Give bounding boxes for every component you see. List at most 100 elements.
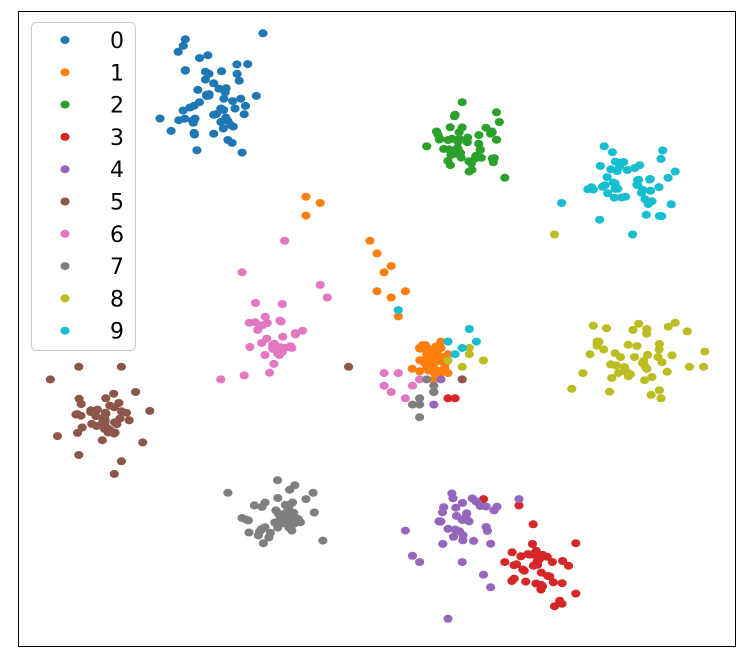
data-point-series-7 <box>244 528 254 537</box>
data-point-series-7 <box>242 515 252 524</box>
data-point-series-3 <box>523 550 533 559</box>
data-point-series-8 <box>578 369 588 378</box>
data-point-series-0 <box>217 67 227 76</box>
data-point-series-0 <box>200 75 210 84</box>
data-point-series-0 <box>174 116 184 125</box>
data-point-series-2 <box>457 98 467 107</box>
data-point-series-1 <box>431 357 441 366</box>
data-point-series-7 <box>407 400 418 409</box>
data-point-series-3 <box>558 557 568 565</box>
data-point-series-0 <box>227 138 237 147</box>
data-point-series-9 <box>464 325 474 333</box>
data-point-series-9 <box>450 350 460 359</box>
data-point-series-6 <box>250 299 261 307</box>
data-point-series-3 <box>450 394 460 403</box>
data-point-series-1 <box>315 199 325 207</box>
data-point-series-3 <box>528 520 538 529</box>
data-point-series-6 <box>265 368 275 377</box>
data-point-series-3 <box>536 580 547 589</box>
data-point-series-8 <box>585 350 595 359</box>
data-point-series-4 <box>481 523 491 531</box>
legend-marker-1 <box>60 68 70 77</box>
data-point-series-7 <box>273 476 283 485</box>
data-point-series-3 <box>557 579 567 588</box>
data-point-series-3 <box>509 561 519 570</box>
data-point-series-5 <box>92 405 102 414</box>
data-point-series-1 <box>400 287 410 296</box>
data-point-series-1 <box>407 364 417 373</box>
data-point-series-1 <box>431 342 441 351</box>
data-point-series-0 <box>219 94 229 103</box>
data-point-series-9 <box>613 184 623 193</box>
data-point-series-8 <box>640 376 650 385</box>
data-point-series-6 <box>277 300 287 309</box>
data-point-series-6 <box>275 316 285 325</box>
data-point-series-6 <box>379 369 389 378</box>
data-point-series-0 <box>220 88 230 97</box>
legend: 0 1 2 3 4 5 6 7 8 9 <box>31 22 136 351</box>
data-point-series-9 <box>606 165 616 174</box>
data-point-series-5 <box>97 436 107 445</box>
data-point-series-1 <box>436 366 446 375</box>
data-point-series-5 <box>116 362 126 371</box>
data-point-series-3 <box>532 557 542 566</box>
data-point-series-2 <box>447 134 457 143</box>
legend-marker-4 <box>60 165 70 174</box>
data-point-series-5 <box>131 388 141 396</box>
data-point-series-9 <box>600 181 610 190</box>
data-point-series-6 <box>245 343 255 351</box>
data-point-series-4 <box>443 524 453 533</box>
data-point-series-8 <box>663 322 673 331</box>
data-point-series-0 <box>187 116 197 125</box>
data-point-series-9 <box>607 148 618 157</box>
data-point-series-5 <box>138 438 148 447</box>
data-point-series-1 <box>301 192 311 201</box>
data-point-series-8 <box>643 350 653 359</box>
data-point-series-3 <box>557 599 567 608</box>
data-point-series-8 <box>654 386 665 395</box>
data-point-series-4 <box>448 494 458 503</box>
data-point-series-0 <box>204 91 214 100</box>
data-point-series-0 <box>219 106 229 114</box>
data-point-series-7 <box>289 508 299 517</box>
data-point-series-9 <box>603 189 613 198</box>
data-point-series-5 <box>109 469 119 478</box>
data-point-series-7 <box>273 494 283 502</box>
data-point-series-6 <box>393 369 403 378</box>
data-point-series-0 <box>200 67 211 76</box>
data-point-series-5 <box>344 362 354 371</box>
data-point-series-4 <box>415 558 425 567</box>
data-point-series-7 <box>271 506 281 515</box>
data-point-series-3 <box>549 602 560 611</box>
data-point-series-9 <box>663 173 673 182</box>
data-point-series-8 <box>612 361 622 370</box>
data-point-series-4 <box>436 375 446 384</box>
data-point-series-3 <box>531 546 541 555</box>
data-point-series-3 <box>509 574 519 583</box>
data-point-series-9 <box>658 146 668 155</box>
data-point-series-5 <box>74 451 84 459</box>
data-point-series-5 <box>87 419 97 428</box>
points-layer <box>45 29 710 623</box>
data-point-series-0 <box>193 85 203 94</box>
data-point-series-9 <box>643 200 653 209</box>
data-point-series-6 <box>262 319 272 328</box>
data-point-series-5 <box>145 406 155 415</box>
data-point-series-3 <box>516 552 526 561</box>
data-point-series-7 <box>429 388 439 396</box>
data-point-series-9 <box>471 337 481 346</box>
data-point-series-8 <box>632 342 642 351</box>
data-point-series-6 <box>216 375 226 384</box>
data-point-series-6 <box>280 236 290 245</box>
data-point-series-0 <box>203 51 213 60</box>
legend-label-2: 2 <box>110 94 124 119</box>
data-point-series-8 <box>601 324 612 333</box>
legend-marker-5 <box>60 197 70 206</box>
data-point-series-0 <box>216 117 226 126</box>
data-point-series-0 <box>228 97 238 106</box>
data-point-series-4 <box>489 506 499 515</box>
data-point-series-8 <box>654 340 665 348</box>
data-point-series-4 <box>400 526 410 535</box>
data-point-series-2 <box>439 144 449 153</box>
